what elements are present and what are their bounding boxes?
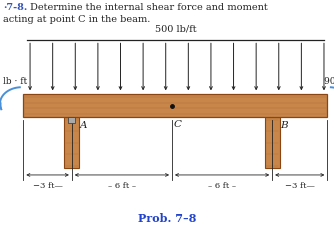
- Text: 900 lb · ft: 900 lb · ft: [324, 77, 334, 86]
- Text: – 6 ft –: – 6 ft –: [208, 181, 236, 189]
- Text: 900 lb · ft: 900 lb · ft: [0, 77, 27, 86]
- Bar: [68, 118, 75, 123]
- Text: – 6 ft –: – 6 ft –: [108, 181, 136, 189]
- Text: A: A: [80, 120, 88, 129]
- Text: acting at point C in the beam.: acting at point C in the beam.: [3, 15, 151, 24]
- Bar: [64, 118, 79, 168]
- Text: 500 lb/ft: 500 lb/ft: [155, 24, 196, 33]
- Text: −3 ft—: −3 ft—: [33, 181, 62, 189]
- Text: Prob. 7–8: Prob. 7–8: [138, 212, 196, 223]
- Text: Determine the internal shear force and moment: Determine the internal shear force and m…: [30, 3, 268, 12]
- Bar: [265, 118, 280, 168]
- Text: B: B: [281, 120, 288, 129]
- Text: −3 ft—: −3 ft—: [285, 181, 315, 189]
- Bar: [23, 95, 327, 118]
- Text: ·7-8.: ·7-8.: [3, 3, 28, 12]
- Text: C: C: [174, 119, 182, 128]
